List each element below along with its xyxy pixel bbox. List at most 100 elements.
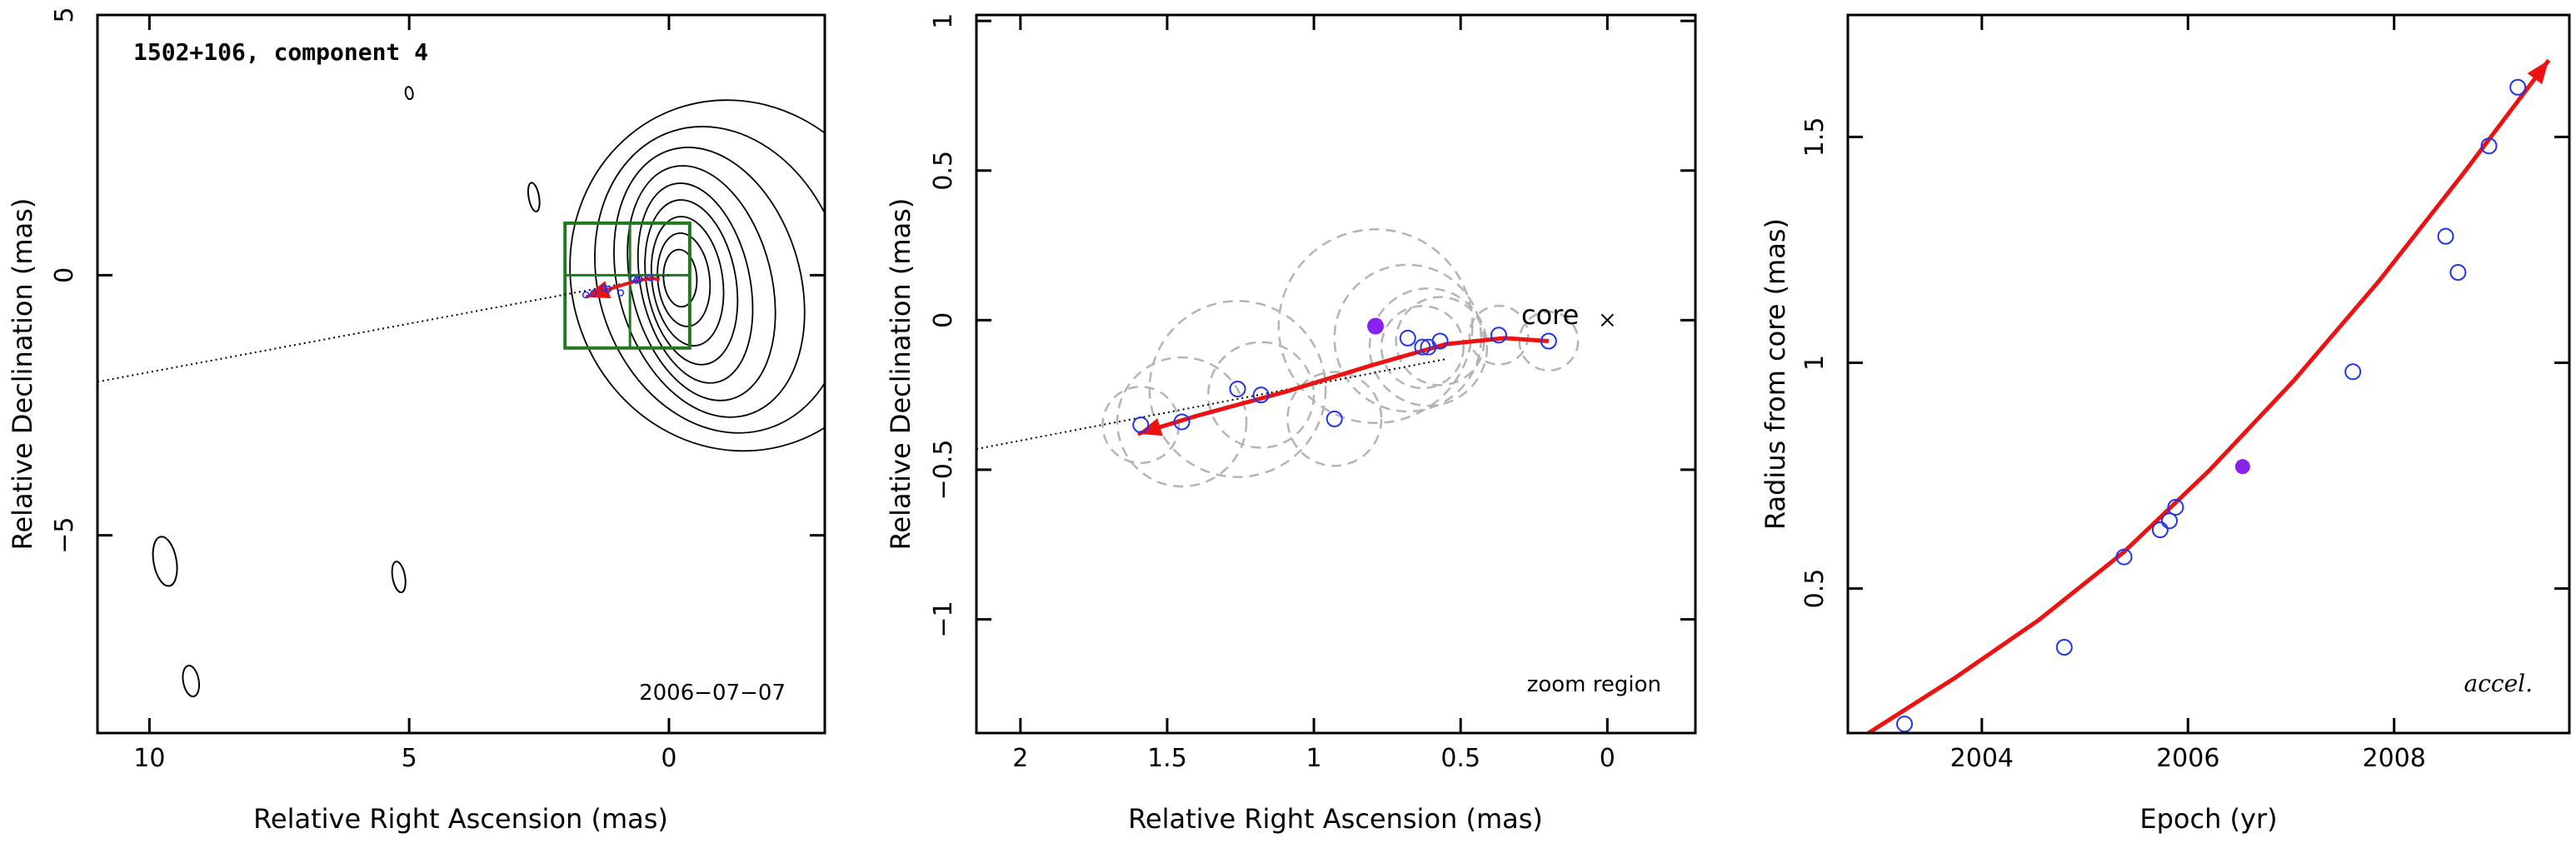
x-axis-label: Relative Right Ascension (mas) [253,803,668,835]
x-tick-label: 2006 [2156,744,2219,773]
contour-line [613,147,806,418]
data-point [636,276,643,283]
data-point [1173,413,1191,431]
x-axis-label: Epoch (yr) [2139,803,2277,835]
zoom-box [563,221,691,350]
uncertainty-circles [1101,228,1580,488]
highlight-point [1367,317,1385,335]
contour-line [637,182,754,384]
axis-ticks: 2004 2006 2008 0.5 1 1.5 [1800,15,2569,773]
panel-left-overlay [97,221,691,383]
data-point [1414,338,1431,356]
data-point [582,291,590,299]
highlight-point [2234,459,2250,475]
trajectory-line [976,358,1446,451]
data-point [1431,332,1449,350]
uncertainty-circle [1368,287,1489,407]
uncertainty-circle [1277,228,1474,425]
fit-arrowhead [2527,60,2549,85]
y-tick-label: 0.5 [929,151,958,191]
y-axis-label: Relative Declination (mas) [885,198,916,551]
y-tick-label: 0 [50,267,79,283]
panel-middle: 2 1.5 1 0.5 0 1 0.5 0 −0.5 −1 core zoom region Re… [885,13,1697,835]
contour-plot [152,86,825,698]
data-point [1540,332,1557,350]
data-point [1399,329,1416,347]
y-tick-label: 5 [50,7,79,22]
data-point [1229,380,1246,397]
uncertainty-circle [1101,386,1181,465]
y-tick-label: 1.5 [1800,117,1830,157]
x-tick-label: 2008 [2363,744,2426,773]
plot-frame [96,13,826,735]
y-axis-label: Radius from core (mas) [1760,218,1791,530]
fit-curve [1867,58,2551,733]
epoch-label: 2006−07−07 [639,681,786,706]
x-tick-label: 10 [133,744,165,773]
x-tick-label: 0.5 [1440,744,1480,773]
data-point [1132,417,1150,434]
data-point [2055,638,2073,656]
contour-line [644,199,739,366]
x-tick-label: 1.5 [1147,744,1187,773]
contour-line [182,665,201,698]
y-tick-label: −1 [929,601,958,637]
panel-left: 10 5 0 5 0 −5 1502+106, component 4 2006−07−0… [7,7,826,835]
axis-ticks: 10 5 0 5 0 −5 [50,7,825,773]
x-tick-label: 5 [402,744,417,773]
x-tick-label: 0 [661,744,676,773]
data-point [2115,548,2133,566]
x-tick-label: 2 [1012,744,1028,773]
x-axis-label: Relative Right Ascension (mas) [1128,803,1543,835]
uncertainty-circle [1333,263,1483,413]
y-tick-label: 0 [929,312,958,328]
x-tick-label: 2004 [1950,744,2014,773]
panel-right-overlay [1867,58,2551,733]
contour-line [527,182,541,212]
contour-line [594,126,825,434]
contour-line [569,99,825,452]
data-point [2480,137,2498,155]
accel-label: accel. [2464,670,2533,697]
core-label: core [1521,299,1579,331]
uncertainty-circle [1207,341,1315,449]
x-tick-label: 0 [1600,744,1615,773]
data-point [1325,410,1343,427]
trajectory-line [97,274,670,383]
contour-line [650,216,725,347]
zoom-region-label: zoom region [1527,672,1661,697]
data-point [1896,716,1914,733]
plot-frame [1846,13,2571,735]
data-point [2344,363,2362,381]
uncertainty-circle [1116,356,1248,488]
data-point [590,289,597,297]
contour-line [404,86,414,101]
data-point [646,274,654,282]
data-point [617,289,625,297]
data-point [1490,327,1507,344]
y-tick-label: −5 [50,517,79,554]
contour-line [656,232,711,327]
data-point [2509,78,2527,96]
data-point [2437,227,2454,245]
uncertainty-circle [1286,371,1383,467]
plot-frame [975,13,1697,735]
fit-arrow [1136,336,1550,436]
data-point [2151,521,2169,539]
y-tick-label: 1 [929,13,958,29]
core-marker [1600,313,1615,327]
chart-title: 1502+106, component 4 [133,38,428,66]
data-point [2160,512,2178,530]
contour-line [627,165,776,402]
y-axis-label: Relative Declination (mas) [7,198,38,551]
contour-line [662,248,698,308]
contour-line [152,536,178,587]
y-tick-label: 0.5 [1800,569,1830,609]
data-point [2449,264,2467,282]
panel-right: 2004 2006 2008 0.5 1 1.5 accel. Epoch (yr) Ra… [1760,13,2571,835]
data-point [600,284,608,292]
data-point [1252,387,1270,404]
uncertainty-circle [1468,304,1530,366]
panel-middle-overlay [976,313,1615,451]
